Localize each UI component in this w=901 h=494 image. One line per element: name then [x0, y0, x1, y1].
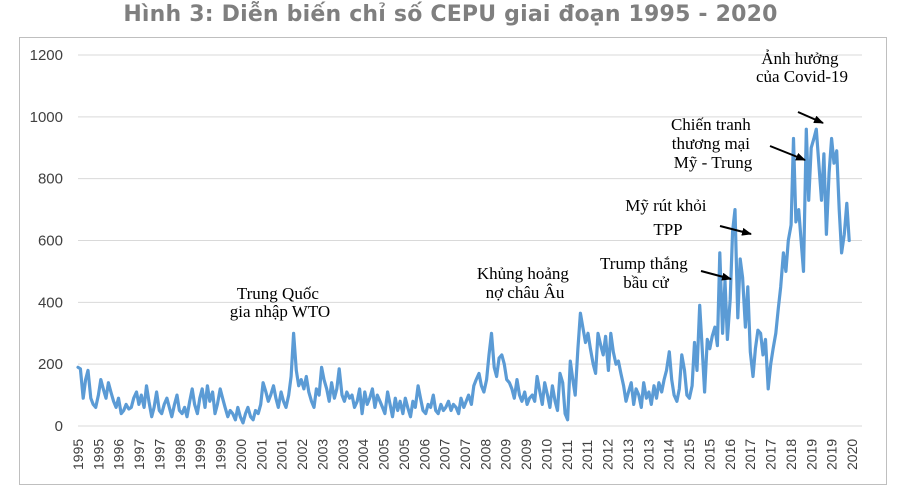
x-tick-label: 2010	[538, 439, 554, 470]
chart-frame	[19, 37, 887, 485]
x-tick-label: 2000	[233, 439, 249, 470]
x-tick-label: 2019	[824, 439, 840, 470]
annotation-tpp-withdrawal-line-2: TPP	[653, 220, 682, 239]
annotation-euro-debt-line-1: Khủng hoảng	[477, 264, 570, 283]
y-tick-label: 400	[38, 294, 63, 311]
annotation-euro-debt: Khủng hoảng nợ châu Âu	[477, 264, 573, 302]
annotation-trade-war-arrow	[769, 145, 806, 161]
annotation-trump-election-line-2: bầu cử	[623, 273, 669, 292]
x-tick-label: 2020	[844, 439, 860, 470]
annotation-trade-war-line-1: Chiến tranh	[671, 115, 751, 134]
x-tick-label: 1995	[90, 439, 106, 470]
x-tick-label: 2017	[763, 439, 779, 470]
annotation-trade-war-line-3: Mỹ - Trung	[674, 153, 753, 172]
x-tick-label: 1998	[172, 439, 188, 470]
x-tick-label: 2017	[742, 439, 758, 470]
x-tick-label: 2012	[600, 439, 616, 470]
x-tick-label: 2019	[803, 439, 819, 470]
x-tick-label: 2013	[620, 439, 636, 470]
y-tick-label: 1200	[30, 47, 63, 64]
annotation-euro-debt-line-2: nợ châu Âu	[486, 283, 565, 302]
x-tick-label: 2002	[294, 439, 310, 470]
annotation-covid-arrow	[797, 111, 824, 124]
x-tick-label: 2007	[437, 439, 453, 470]
x-tick-label: 2011	[579, 440, 595, 470]
x-tick-label: 1996	[111, 439, 127, 470]
y-tick-label: 200	[38, 356, 63, 373]
annotation-covid-line-1: Ảnh hưởng	[761, 49, 839, 68]
y-tick-label: 600	[38, 233, 63, 250]
chart-title: Hình 3: Diễn biến chỉ số CEPU giai đoạn …	[123, 2, 778, 27]
annotation-trump-election-line-1: Trump thắng	[600, 254, 688, 273]
annotation-tpp-withdrawal-line-1: Mỹ rút khỏi	[625, 196, 707, 215]
annotation-tpp-withdrawal: Mỹ rút khỏi TPP	[625, 196, 710, 239]
x-tick-label: 1999	[213, 439, 229, 470]
annotation-trump-election-arrow	[700, 270, 732, 281]
x-tick-label: 2015	[701, 439, 717, 470]
x-tick-label: 2005	[396, 439, 412, 470]
annotation-covid-line-2: của Covid-19	[756, 67, 848, 86]
annotation-wto: Trung Quốc gia nhập WTO	[230, 284, 330, 321]
annotation-tpp-withdrawal-arrow	[719, 225, 752, 236]
x-tick-label: 2007	[457, 439, 473, 470]
annotation-trade-war: Chiến tranh thương mại Mỹ - Trung	[671, 115, 755, 172]
x-tick-label: 2018	[783, 439, 799, 470]
x-tick-label: 2016	[722, 439, 738, 470]
annotation-trade-war-line-2: thương mại	[672, 134, 750, 153]
x-tick-label: 2009	[518, 439, 534, 470]
y-tick-label: 0	[55, 418, 63, 435]
x-tick-label: 2001	[274, 439, 290, 470]
x-tick-label: 2011	[559, 440, 575, 470]
x-tick-label: 2003	[335, 439, 351, 470]
x-tick-label: 2014	[661, 439, 677, 470]
x-tick-label: 2004	[355, 439, 371, 470]
annotation-wto-line-2: gia nhập WTO	[230, 302, 330, 321]
x-tick-label: 2005	[376, 439, 392, 470]
x-tick-label: 1999	[192, 439, 208, 470]
x-tick-label: 2015	[681, 439, 697, 470]
x-tick-label: 1995	[70, 439, 86, 470]
annotation-covid: Ảnh hưởng của Covid-19	[756, 49, 848, 86]
x-tick-label: 2013	[640, 439, 656, 470]
x-tick-label: 2006	[416, 439, 432, 470]
y-tick-label: 1000	[30, 109, 63, 126]
y-tick-label: 800	[38, 171, 63, 188]
x-tick-label: 2008	[477, 439, 493, 470]
x-tick-label: 2001	[253, 439, 269, 470]
annotation-wto-line-1: Trung Quốc	[237, 284, 319, 303]
x-tick-label: 2009	[498, 439, 514, 470]
x-tick-label: 2003	[314, 439, 330, 470]
annotation-trump-election: Trump thắng bầu cử	[600, 254, 692, 292]
series-line-cepu	[76, 127, 851, 425]
x-tick-label: 1997	[131, 439, 147, 470]
x-tick-label: 1997	[151, 439, 167, 470]
